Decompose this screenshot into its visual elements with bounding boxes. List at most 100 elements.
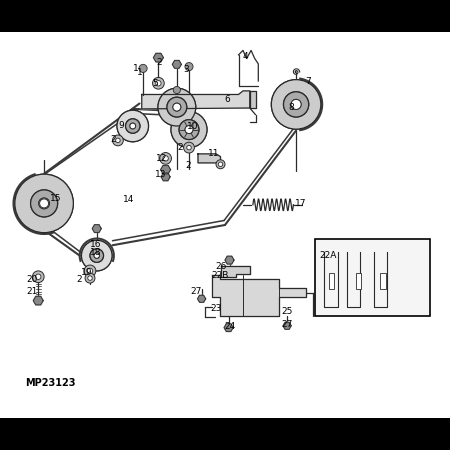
- Circle shape: [130, 123, 135, 129]
- Text: 1: 1: [137, 68, 142, 77]
- Circle shape: [81, 240, 112, 271]
- Circle shape: [94, 253, 99, 258]
- Circle shape: [271, 80, 321, 129]
- Circle shape: [158, 88, 196, 126]
- Circle shape: [185, 126, 193, 134]
- Text: 26: 26: [216, 262, 227, 271]
- Bar: [328, 273, 334, 289]
- Circle shape: [116, 138, 120, 143]
- Text: 1: 1: [133, 64, 139, 73]
- Circle shape: [218, 162, 223, 166]
- Circle shape: [284, 92, 309, 117]
- Polygon shape: [161, 173, 170, 181]
- Circle shape: [15, 174, 73, 233]
- Circle shape: [179, 120, 199, 140]
- Bar: [0, 418, 450, 450]
- Polygon shape: [212, 275, 306, 316]
- Text: 21: 21: [27, 287, 38, 296]
- Circle shape: [173, 86, 180, 94]
- Polygon shape: [33, 296, 43, 305]
- Text: 2: 2: [111, 135, 116, 144]
- Text: 14: 14: [122, 195, 134, 204]
- Circle shape: [32, 271, 44, 283]
- Polygon shape: [224, 324, 233, 332]
- Circle shape: [130, 123, 135, 129]
- Circle shape: [117, 110, 148, 142]
- Circle shape: [171, 112, 207, 148]
- Circle shape: [160, 153, 171, 164]
- Text: 19: 19: [81, 268, 92, 277]
- Circle shape: [90, 249, 104, 262]
- Circle shape: [179, 120, 199, 140]
- Circle shape: [81, 240, 112, 271]
- Bar: [0, 0, 450, 32]
- Text: 15: 15: [50, 194, 62, 203]
- Bar: [315, 239, 430, 316]
- Circle shape: [87, 268, 93, 274]
- Polygon shape: [225, 256, 234, 264]
- Text: 4: 4: [243, 52, 248, 61]
- Polygon shape: [283, 322, 291, 329]
- Text: 22B: 22B: [211, 271, 228, 280]
- Text: 20: 20: [27, 275, 38, 284]
- Circle shape: [36, 274, 41, 279]
- Text: 18: 18: [90, 248, 101, 257]
- Circle shape: [185, 63, 193, 71]
- Circle shape: [187, 145, 191, 150]
- Circle shape: [271, 80, 321, 129]
- Text: 3: 3: [183, 65, 189, 74]
- Text: 27: 27: [190, 287, 202, 296]
- Text: 24: 24: [224, 322, 235, 331]
- Text: 2: 2: [185, 161, 191, 170]
- Circle shape: [126, 119, 140, 133]
- Text: 16: 16: [90, 240, 101, 249]
- Text: 27: 27: [281, 320, 293, 329]
- Text: 12: 12: [156, 154, 168, 163]
- Circle shape: [88, 276, 92, 280]
- Text: 22A: 22A: [319, 251, 336, 260]
- Text: 9: 9: [119, 121, 124, 130]
- Circle shape: [117, 110, 148, 142]
- Text: 17: 17: [295, 199, 306, 208]
- Circle shape: [39, 198, 50, 209]
- Circle shape: [291, 99, 301, 109]
- Text: 11: 11: [208, 148, 220, 157]
- Circle shape: [171, 112, 207, 148]
- Circle shape: [173, 103, 181, 111]
- Circle shape: [94, 253, 99, 258]
- Polygon shape: [250, 91, 256, 108]
- Circle shape: [40, 199, 49, 208]
- Circle shape: [31, 190, 58, 217]
- Circle shape: [39, 198, 50, 209]
- Text: 13: 13: [155, 170, 167, 179]
- Polygon shape: [198, 295, 206, 302]
- Text: 10: 10: [187, 122, 198, 131]
- Text: 2: 2: [177, 143, 183, 152]
- Circle shape: [173, 103, 181, 111]
- Circle shape: [15, 174, 73, 233]
- Text: 2: 2: [156, 58, 162, 67]
- Text: 23: 23: [210, 304, 222, 313]
- Text: 8: 8: [289, 103, 294, 112]
- Polygon shape: [198, 154, 220, 163]
- Polygon shape: [92, 225, 101, 233]
- Circle shape: [31, 190, 58, 217]
- Circle shape: [112, 135, 123, 146]
- Bar: [380, 273, 386, 289]
- Text: 5: 5: [153, 79, 158, 88]
- Circle shape: [156, 81, 161, 86]
- Circle shape: [84, 265, 96, 277]
- Text: 25: 25: [281, 307, 293, 316]
- Bar: [356, 273, 361, 289]
- Circle shape: [85, 273, 95, 283]
- Circle shape: [126, 119, 140, 133]
- Circle shape: [139, 64, 147, 72]
- Polygon shape: [142, 91, 250, 109]
- Text: 6: 6: [225, 94, 230, 104]
- Circle shape: [158, 88, 196, 126]
- Circle shape: [153, 77, 164, 89]
- Circle shape: [167, 97, 187, 117]
- Polygon shape: [221, 266, 250, 277]
- Polygon shape: [172, 60, 181, 68]
- Circle shape: [90, 249, 104, 262]
